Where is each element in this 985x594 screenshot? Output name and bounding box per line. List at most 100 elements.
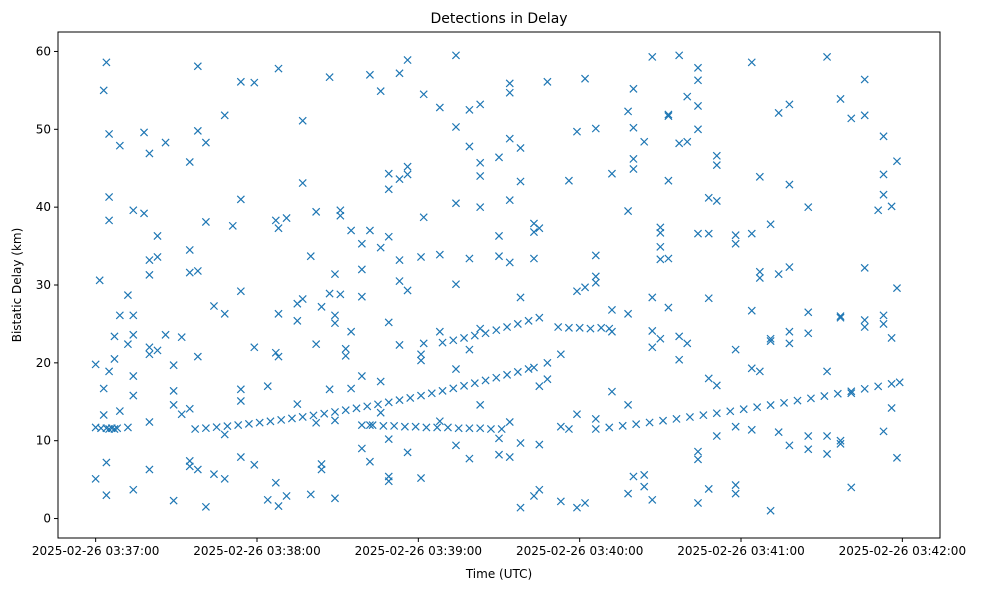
data-point-marker <box>236 396 245 406</box>
data-point-marker <box>640 482 649 491</box>
data-point-marker <box>656 228 665 237</box>
data-point-marker <box>887 333 896 342</box>
data-point-marker <box>572 127 582 136</box>
data-point-marker <box>624 207 633 216</box>
x-axis-label: Time (UTC) <box>465 567 532 581</box>
data-point-marker <box>656 255 665 264</box>
chart-title: Detections in Delay <box>430 11 567 27</box>
data-point-marker <box>113 424 122 433</box>
data-point-marker <box>422 423 431 432</box>
data-point-marker <box>287 414 296 423</box>
data-point-marker <box>416 356 426 365</box>
data-point-marker <box>693 101 703 110</box>
data-point-marker <box>624 489 633 498</box>
data-point-marker <box>494 252 504 261</box>
data-point-marker <box>145 149 154 158</box>
data-point-marker <box>169 386 178 395</box>
data-point-marker <box>379 421 388 430</box>
data-point-marker <box>683 137 692 146</box>
data-point-marker <box>347 384 356 393</box>
data-point-marker <box>282 491 291 500</box>
data-point-marker <box>395 396 404 405</box>
data-point-marker <box>395 277 404 286</box>
data-point-marker <box>236 287 245 296</box>
data-point-marker <box>581 498 590 507</box>
data-point-marker <box>454 424 463 433</box>
data-point-marker <box>341 344 350 353</box>
data-point-marker <box>416 252 426 261</box>
data-point-marker <box>357 292 366 301</box>
data-point-marker <box>193 62 202 71</box>
data-point-marker <box>823 449 832 458</box>
data-point-marker <box>419 213 428 222</box>
data-point-marker <box>384 398 393 407</box>
data-point-marker <box>325 289 334 298</box>
data-point-marker <box>193 266 202 276</box>
data-point-marker <box>656 334 665 343</box>
y-tick-label: 30 <box>36 278 51 292</box>
data-point-marker <box>91 360 100 369</box>
data-point-marker <box>739 405 748 414</box>
data-point-marker <box>535 382 544 391</box>
data-point-marker <box>497 424 506 434</box>
data-point-marker <box>766 506 775 515</box>
y-tick-label: 50 <box>36 122 51 136</box>
data-point-marker <box>494 231 504 240</box>
data-point-marker <box>892 284 902 293</box>
data-point-marker <box>201 424 210 433</box>
data-point-marker <box>572 287 582 296</box>
data-point-marker <box>293 400 302 409</box>
data-point-marker <box>220 474 229 483</box>
data-point-marker <box>298 178 307 188</box>
data-point-marker <box>341 406 350 415</box>
data-point-marker <box>731 489 740 498</box>
y-axis-ticks: 0 10 20 30 40 50 60 <box>36 44 58 526</box>
data-point-marker <box>470 331 479 340</box>
data-point-marker <box>145 270 154 279</box>
data-point-marker <box>774 108 783 117</box>
data-point-marker <box>274 309 283 318</box>
data-point-marker <box>747 425 756 434</box>
data-point-marker <box>465 424 474 433</box>
data-point-marker <box>543 77 552 86</box>
data-point-marker <box>554 323 563 332</box>
data-point-marker <box>312 418 321 427</box>
y-tick-label: 10 <box>36 434 51 448</box>
data-point-marker <box>607 169 616 178</box>
x-tick-label: 2025-02-26 03:42:00 <box>839 544 966 558</box>
data-point-marker <box>352 404 361 413</box>
data-point-marker <box>435 103 444 112</box>
data-point-marker <box>887 403 896 413</box>
data-point-marker <box>376 408 385 417</box>
data-point-marker <box>330 311 339 320</box>
data-point-marker <box>774 270 783 279</box>
data-point-marker <box>451 441 461 450</box>
data-point-marker <box>91 474 100 483</box>
data-point-marker <box>624 107 633 116</box>
data-point-marker <box>102 58 111 67</box>
data-point-marker <box>236 77 245 86</box>
data-point-marker <box>336 211 345 220</box>
data-point-marker <box>223 422 232 431</box>
data-point-marker <box>185 157 194 167</box>
data-point-marker <box>110 354 119 363</box>
data-point-marker <box>191 424 200 434</box>
data-point-marker <box>624 400 633 409</box>
data-point-marker <box>516 143 525 153</box>
data-point-marker <box>298 294 307 304</box>
data-point-marker <box>591 124 600 133</box>
data-point-marker <box>747 306 756 315</box>
data-point-marker <box>683 339 692 348</box>
data-point-marker <box>236 195 245 204</box>
data-point-marker <box>747 364 756 373</box>
data-point-marker <box>140 209 149 218</box>
data-point-marker <box>659 416 668 425</box>
data-point-marker <box>403 286 412 295</box>
y-tick-label: 40 <box>36 200 51 214</box>
data-point-marker <box>785 327 794 336</box>
data-point-marker <box>347 226 356 235</box>
data-point-marker <box>529 228 538 237</box>
data-point-marker <box>747 58 756 67</box>
data-point-marker <box>774 428 783 437</box>
data-point-marker <box>492 373 501 382</box>
